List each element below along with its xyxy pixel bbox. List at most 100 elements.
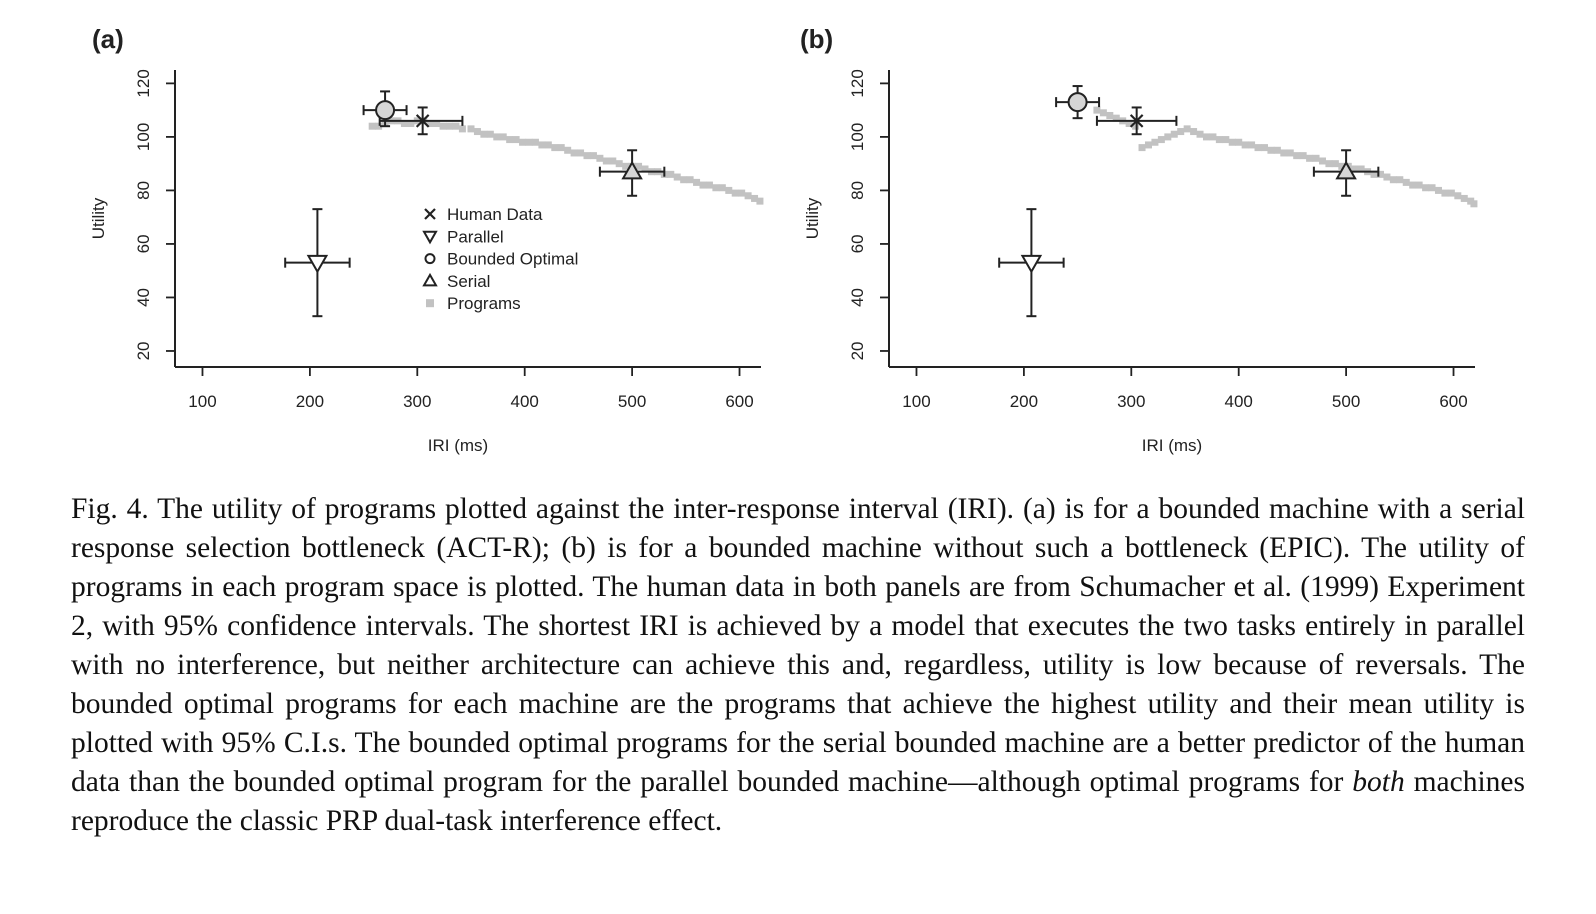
human-data-point	[1095, 106, 1178, 136]
program-point	[1428, 184, 1436, 192]
program-point	[473, 128, 481, 136]
program-point	[1177, 128, 1185, 136]
program-point	[1434, 186, 1442, 194]
bounded-optimal-marker	[375, 100, 396, 121]
program-point	[751, 194, 759, 202]
caption-text: Fig. 4. The utility of programs plotted …	[71, 493, 1525, 798]
bounded-optimal-point	[1055, 85, 1101, 120]
parallel-marker	[306, 254, 329, 274]
human-data-marker-stroke-b	[1129, 114, 1144, 128]
program-point	[446, 122, 454, 130]
program-point	[499, 133, 507, 141]
caption-text-end: machines reproduce the classic PRP dual-…	[71, 766, 1526, 837]
program-point	[673, 173, 681, 181]
program-point	[1299, 152, 1307, 160]
programs-series	[1093, 106, 1478, 208]
program-point	[1138, 144, 1146, 152]
program-point	[1267, 146, 1275, 154]
program-point	[1351, 165, 1359, 173]
program-point	[452, 122, 460, 130]
program-point	[1383, 173, 1391, 181]
x-tick-label: 500	[618, 392, 646, 411]
x-axis-title: IRI (ms)	[428, 436, 488, 455]
x-tick-label: 400	[511, 392, 539, 411]
y-tick-label: 60	[848, 234, 867, 253]
program-point	[1151, 138, 1159, 146]
y-axis-title: Utility	[803, 197, 822, 239]
x-tick-label: 200	[1010, 392, 1038, 411]
x-axis-title: IRI (ms)	[1142, 436, 1202, 455]
program-point	[1415, 181, 1423, 189]
program-point	[680, 176, 688, 184]
program-point	[1306, 154, 1314, 162]
program-point	[712, 184, 720, 192]
legend-marker-human-data	[424, 208, 436, 220]
bounded-optimal-point	[362, 90, 408, 128]
program-point	[738, 189, 746, 197]
program-point	[705, 181, 713, 189]
program-point	[1170, 130, 1178, 138]
human-data-marker-stroke-b	[415, 114, 430, 128]
program-point	[544, 141, 552, 149]
legend-marker-parallel	[422, 230, 438, 245]
y-tick-label: 60	[134, 234, 153, 253]
program-point	[493, 133, 501, 141]
legend-marker-programs	[426, 299, 434, 308]
y-tick-label: 20	[848, 342, 867, 361]
program-point	[1235, 138, 1243, 146]
program-point	[564, 146, 572, 154]
program-point	[1248, 141, 1256, 149]
y-tick-label: 100	[134, 123, 153, 151]
legend-marker-serial	[422, 272, 438, 287]
program-point	[725, 186, 733, 194]
figure-4: (a) 100 200 300 400 500 600 20 40 60 80 100 120 IRI (…	[89, 24, 1478, 455]
program-point	[622, 162, 630, 170]
x-tick-label: 500	[1332, 392, 1360, 411]
program-point	[615, 160, 623, 168]
program-point	[1209, 133, 1217, 141]
program-point	[551, 144, 559, 152]
x-tick-label: 600	[1439, 392, 1467, 411]
program-point	[368, 122, 376, 130]
y-tick-label: 40	[848, 288, 867, 307]
x-tick-label: 100	[902, 392, 930, 411]
program-point	[1222, 136, 1230, 144]
program-point	[1132, 122, 1140, 130]
y-tick-label: 80	[134, 181, 153, 200]
program-point	[570, 149, 578, 157]
program-point	[1183, 125, 1191, 133]
program-point	[667, 170, 675, 178]
human-data-marker	[415, 114, 430, 128]
program-point	[458, 125, 466, 133]
program-point	[583, 152, 591, 160]
y-tick-label: 120	[848, 69, 867, 97]
program-point	[1325, 160, 1333, 168]
x-tick-label: 200	[296, 392, 324, 411]
program-point	[1470, 200, 1478, 208]
program-point	[1331, 160, 1339, 168]
program-point	[480, 130, 488, 138]
panel-b: (b) 100 200 300 400 500 600 20 40 60 80 100 120 IRI (…	[800, 24, 1478, 455]
x-tick-label: 100	[188, 392, 216, 411]
program-point	[602, 157, 610, 165]
program-point	[1112, 114, 1120, 122]
program-point	[506, 136, 514, 144]
program-point	[1164, 133, 1172, 141]
program-point	[1389, 176, 1397, 184]
program-point	[1370, 170, 1378, 178]
x-tick-label: 600	[725, 392, 753, 411]
program-point	[718, 184, 726, 192]
program-point	[1196, 130, 1204, 138]
caption-emphasis: both	[1352, 766, 1405, 798]
program-point	[1241, 141, 1249, 149]
legend: Human Data Parallel Bounded Optimal Serial P…	[422, 205, 578, 313]
program-point	[1260, 144, 1268, 152]
program-point	[1409, 181, 1417, 189]
program-point	[400, 120, 408, 128]
program-point	[1447, 189, 1455, 197]
human-data-marker	[1129, 114, 1144, 128]
program-point	[538, 141, 546, 149]
parallel-point	[284, 208, 351, 318]
serial-point	[598, 149, 666, 197]
program-point	[1318, 157, 1326, 165]
